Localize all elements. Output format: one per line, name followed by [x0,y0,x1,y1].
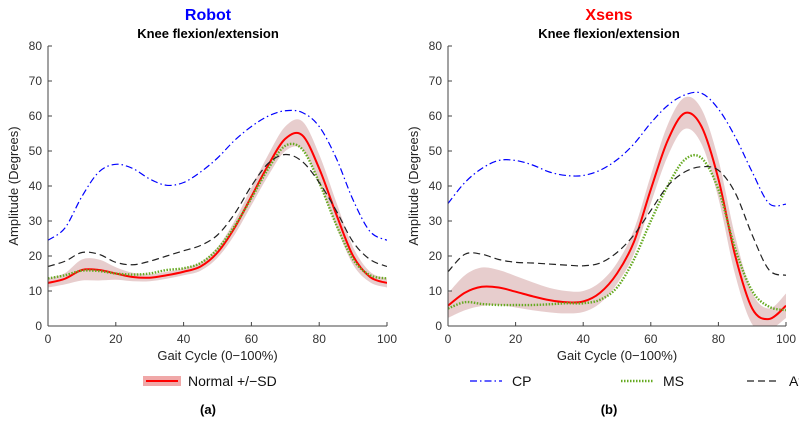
y-tick-label: 70 [429,74,443,88]
series-line-cp [48,109,387,241]
x-tick-label: 40 [177,332,191,346]
series-line-ms [448,153,786,312]
x-tick-label: 60 [245,332,259,346]
x-axis-label: Gait Cycle (0−100%) [557,348,677,363]
series-line-ataxia [448,165,786,276]
y-tick-label: 70 [29,74,43,88]
legend-label: Normal +/−SD [188,373,277,389]
y-tick-label: 30 [29,214,43,228]
y-tick-label: 80 [429,39,443,53]
legend-label: CP [512,373,531,389]
sd-band [48,119,387,288]
y-tick-label: 40 [429,179,443,193]
y-axis-label: Amplitude (Degrees) [6,126,21,245]
x-tick-label: 80 [712,332,726,346]
x-tick-label: 80 [313,332,327,346]
panel-label: (b) [601,402,618,417]
x-tick-label: 100 [776,332,796,346]
x-tick-label: 20 [509,332,523,346]
x-tick-label: 40 [577,332,591,346]
y-tick-label: 60 [429,109,443,123]
panel-robot: Robot Knee flexion/extension 0 10 20 30 40 50 60… [6,7,397,417]
legend-label: Ataxia [789,373,799,389]
y-tick-label: 40 [29,179,43,193]
legend-item-normal: Normal +/−SD [143,373,277,389]
y-tick-label: 30 [429,214,443,228]
series-line-cp [448,91,786,207]
x-tick-label: 0 [45,332,52,346]
y-tick-label: 20 [29,249,43,263]
legend-label: MS [663,373,684,389]
y-tick-label: 10 [29,284,43,298]
legend-item-ataxia: Ataxia [747,373,799,389]
y-tick-label: 10 [429,284,443,298]
x-axis-label: Gait Cycle (0−100%) [157,348,277,363]
x-tick-label: 20 [109,332,123,346]
series-line-normal [448,111,786,321]
chart-subtitle: Knee flexion/extension [538,26,680,41]
y-tick-label: 0 [35,319,42,333]
y-axis-label: Amplitude (Degrees) [406,126,421,245]
y-tick-label: 20 [429,249,443,263]
y-tick-label: 50 [429,144,443,158]
chart-title: Xsens [585,7,632,24]
series-line-ms [48,142,387,280]
legend-item-ms: MS [621,373,684,389]
legend-item-cp: CP [470,373,531,389]
y-tick-label: 50 [29,144,43,158]
x-tick-label: 100 [377,332,397,346]
x-tick-label: 60 [644,332,658,346]
panel-label: (a) [200,402,216,417]
sd-band [448,96,786,326]
y-tick-label: 80 [29,39,43,53]
y-tick-label: 60 [29,109,43,123]
panel-xsens: Xsens Knee flexion/extension 0 10 20 30 40 50 60… [406,7,796,417]
chart-subtitle: Knee flexion/extension [137,26,279,41]
series-line-ataxia [48,153,387,268]
x-tick-label: 0 [445,332,452,346]
legend: Normal +/−SD CP MS Ataxia [143,373,799,389]
chart-title: Robot [185,7,232,24]
y-tick-label: 0 [435,319,442,333]
series-line-normal [48,131,387,284]
